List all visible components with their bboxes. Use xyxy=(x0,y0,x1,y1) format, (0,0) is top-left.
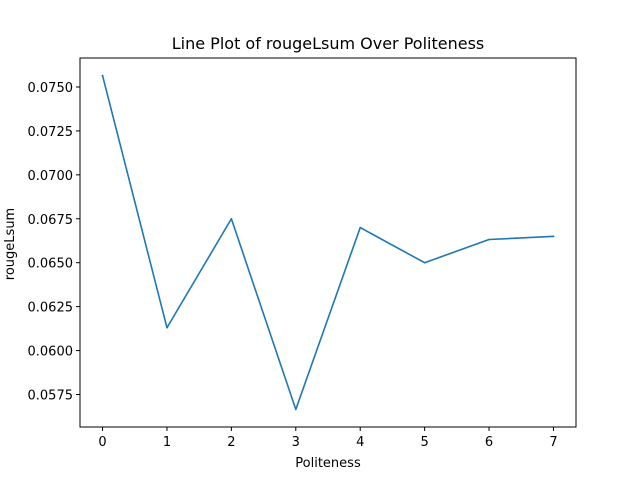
series-line xyxy=(101,74,555,411)
x-axis-label: Politeness xyxy=(295,456,361,471)
y-tick-label: 0.0700 xyxy=(28,169,74,184)
y-tick-label: 0.0575 xyxy=(28,388,74,403)
data-point xyxy=(423,261,426,264)
y-tick-label: 0.0750 xyxy=(28,81,74,96)
y-tick-label: 0.0675 xyxy=(28,213,74,228)
y-tick-label: 0.0600 xyxy=(28,345,74,360)
data-point xyxy=(101,74,104,77)
x-tick-label: 6 xyxy=(485,435,493,450)
data-point xyxy=(230,217,233,220)
y-tick-label: 0.0650 xyxy=(28,257,74,272)
data-point xyxy=(166,326,168,329)
chart-title: Line Plot of rougeLsum Over Politeness xyxy=(172,34,485,53)
y-tick-label: 0.0625 xyxy=(28,301,74,316)
data-point xyxy=(552,235,555,238)
x-tick-label: 0 xyxy=(98,435,106,450)
data-point xyxy=(359,226,362,229)
data-point xyxy=(488,238,490,241)
x-tick-label: 1 xyxy=(163,435,171,450)
x-tick-label: 5 xyxy=(420,435,428,450)
y-axis-label: rougeLsum xyxy=(3,208,18,280)
y-tick-label: 0.0725 xyxy=(28,125,74,140)
plot-frame xyxy=(79,57,577,428)
x-tick-label: 2 xyxy=(227,435,235,450)
data-point xyxy=(294,408,297,411)
plot-area: 0 1 2 3 4 5 6 7 0.0575 0.0600 0.0625 0.0650 0.0675 0.… xyxy=(28,57,577,450)
x-tick-label: 4 xyxy=(356,435,364,450)
x-tick-label: 7 xyxy=(549,435,557,450)
x-tick-label: 3 xyxy=(292,435,300,450)
